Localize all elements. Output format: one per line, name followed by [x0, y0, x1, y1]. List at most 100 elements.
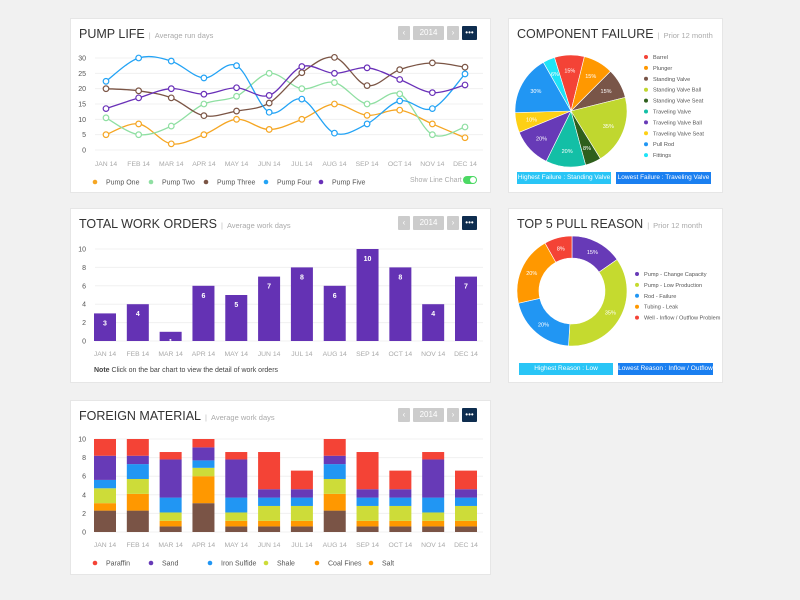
data-point[interactable]	[396, 90, 404, 98]
data-point[interactable]	[363, 120, 371, 128]
pie-slice[interactable]	[544, 235, 573, 263]
data-point[interactable]	[167, 85, 175, 93]
data-point[interactable]	[102, 85, 110, 93]
show-line-chart-toggle[interactable]	[463, 176, 477, 184]
data-point[interactable]	[265, 92, 273, 99]
next-year-button[interactable]: ›	[447, 216, 459, 230]
more-options-button[interactable]: •••	[462, 216, 477, 230]
bar[interactable]	[94, 313, 116, 341]
data-point[interactable]	[331, 69, 338, 77]
prev-year-button[interactable]: ‹	[398, 26, 410, 40]
bar[interactable]	[389, 267, 412, 341]
data-point[interactable]	[363, 111, 371, 119]
data-point[interactable]	[428, 131, 436, 139]
data-point[interactable]	[265, 99, 273, 107]
data-point[interactable]	[298, 85, 306, 93]
data-point[interactable]	[167, 122, 175, 130]
data-point[interactable]	[135, 87, 143, 95]
title-text: FOREIGN MATERIAL	[79, 409, 202, 423]
bar[interactable]	[225, 295, 248, 341]
data-point[interactable]	[233, 62, 240, 70]
data-point[interactable]	[461, 63, 469, 71]
card-title: TOP 5 PULL REASONPrior 12 month	[517, 217, 702, 231]
data-point[interactable]	[135, 94, 143, 102]
data-point[interactable]	[298, 95, 306, 103]
data-point[interactable]	[428, 105, 436, 112]
pie-slice[interactable]	[514, 61, 572, 113]
pie-slice[interactable]	[568, 259, 628, 347]
legend-label: Pump - Low Production	[644, 283, 702, 289]
legend-dot	[644, 65, 648, 70]
data-point[interactable]	[298, 115, 306, 123]
year-selector[interactable]: 2014	[413, 26, 444, 40]
next-year-button[interactable]: ›	[447, 26, 459, 40]
data-point[interactable]	[363, 64, 371, 72]
data-point[interactable]	[428, 59, 436, 67]
data-point[interactable]	[167, 57, 175, 65]
data-point[interactable]	[265, 126, 273, 133]
data-point[interactable]	[102, 131, 110, 139]
data-point[interactable]	[167, 94, 175, 102]
next-year-button[interactable]: ›	[447, 408, 459, 422]
data-point[interactable]	[233, 115, 240, 123]
year-selector[interactable]: 2014	[413, 216, 444, 230]
data-point[interactable]	[135, 131, 143, 139]
data-point[interactable]	[102, 105, 110, 112]
bar[interactable]	[422, 304, 445, 341]
data-point[interactable]	[233, 84, 240, 92]
data-point[interactable]	[167, 140, 175, 148]
data-point[interactable]	[200, 90, 208, 98]
data-point[interactable]	[331, 53, 338, 61]
data-point[interactable]	[461, 70, 469, 78]
data-point[interactable]	[428, 120, 436, 128]
data-point[interactable]	[396, 76, 404, 83]
more-options-button[interactable]: •••	[462, 26, 477, 40]
data-point[interactable]	[200, 112, 208, 120]
data-point[interactable]	[363, 100, 371, 108]
more-options-button[interactable]: •••	[462, 408, 477, 422]
data-point[interactable]	[135, 54, 143, 62]
bar[interactable]	[258, 276, 281, 341]
data-point[interactable]	[233, 92, 240, 100]
bar[interactable]	[356, 249, 379, 341]
bar[interactable]	[192, 285, 215, 341]
data-point[interactable]	[461, 123, 469, 131]
data-point[interactable]	[461, 81, 469, 89]
work-orders-chart[interactable]: 0 2 4 6 8 10 JAN 14 FEB 14 MAR 14 APR 14 MAY 14 JUN…	[71, 209, 492, 384]
data-point[interactable]	[298, 63, 306, 70]
bar[interactable]	[323, 285, 346, 341]
data-point[interactable]	[102, 77, 110, 85]
data-point[interactable]	[363, 82, 371, 89]
pie-slice[interactable]	[570, 97, 628, 160]
data-point[interactable]	[265, 108, 273, 116]
data-point[interactable]	[461, 134, 469, 142]
bar[interactable]	[455, 276, 477, 341]
data-point[interactable]	[102, 114, 110, 122]
data-point[interactable]	[331, 129, 338, 137]
prev-year-button[interactable]: ‹	[398, 408, 410, 422]
data-point[interactable]	[331, 100, 338, 108]
data-point[interactable]	[396, 66, 404, 74]
bar[interactable]	[290, 267, 313, 341]
prev-year-button[interactable]: ‹	[398, 216, 410, 230]
data-point[interactable]	[233, 107, 240, 115]
data-point[interactable]	[331, 79, 338, 86]
data-point[interactable]	[396, 97, 404, 105]
data-point[interactable]	[396, 106, 404, 114]
lowest-reason-badge: Lowest Reason : Inflow / Outflow	[618, 363, 713, 375]
data-point[interactable]	[200, 100, 208, 108]
data-point[interactable]	[135, 120, 143, 128]
year-selector[interactable]: 2014	[413, 408, 444, 422]
stacked-bar-segment	[356, 497, 379, 506]
slice-label: 15%	[587, 250, 598, 256]
data-point[interactable]	[200, 131, 208, 139]
data-point[interactable]	[298, 69, 306, 77]
data-point[interactable]	[265, 69, 273, 77]
bar[interactable]	[159, 331, 182, 341]
legend-label: Iron Sulfide	[221, 561, 257, 568]
bar[interactable]	[126, 304, 149, 341]
pie-slice[interactable]	[542, 57, 572, 112]
data-point[interactable]	[428, 89, 436, 97]
stacked-bar-segment	[126, 455, 149, 465]
data-point[interactable]	[200, 74, 208, 82]
